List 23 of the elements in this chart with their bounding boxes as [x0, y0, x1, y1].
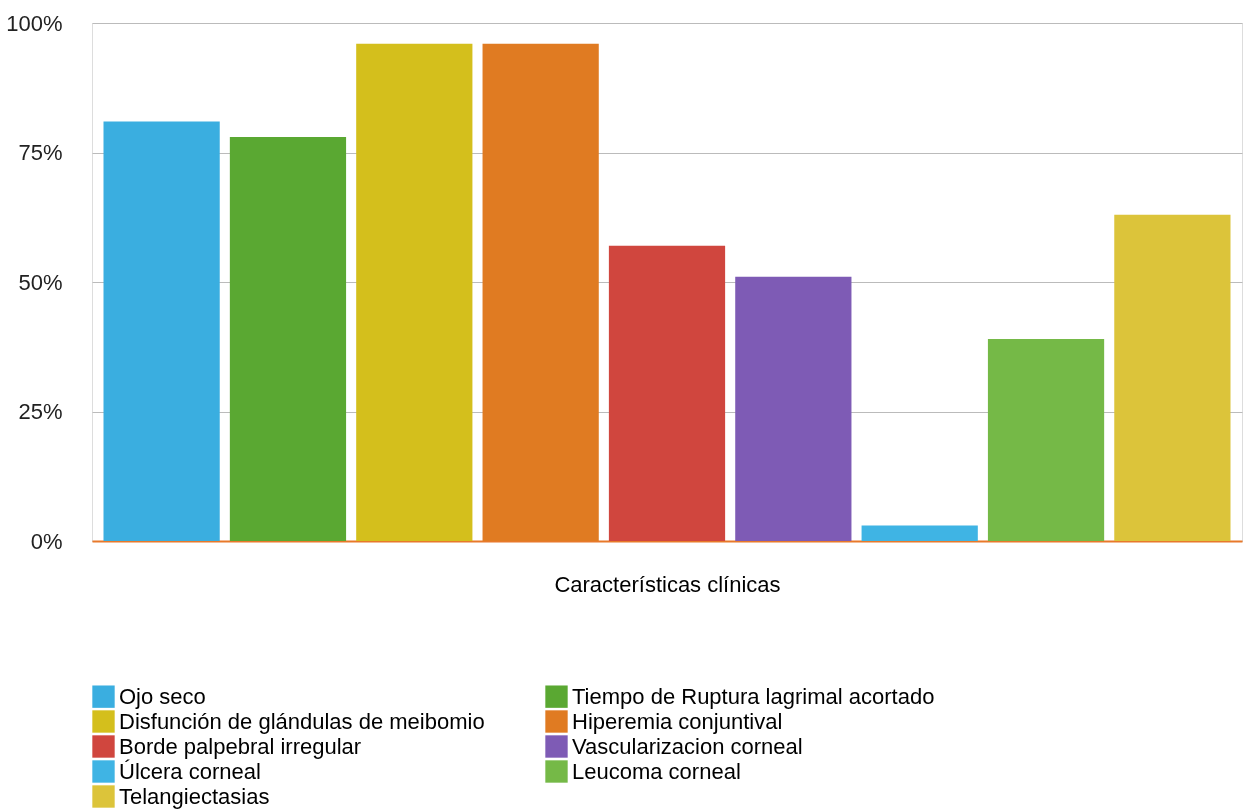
legend-label: Úlcera corneal — [119, 758, 261, 784]
bar — [1114, 214, 1231, 541]
legend-label: Leucoma corneal — [572, 758, 741, 784]
bar — [103, 121, 220, 541]
y-tick-label: 25% — [18, 399, 63, 424]
y-tick-label: 0% — [30, 528, 63, 554]
legend-label: Ojo seco — [119, 683, 206, 709]
legend-label: Vascularizacion corneal — [572, 733, 803, 759]
bar — [861, 525, 978, 541]
y-tick-label: 100% — [6, 10, 63, 36]
legend-label: Hiperemia conjuntival — [572, 708, 783, 734]
x-axis-title: Características clínicas — [554, 571, 781, 597]
legend-label: Disfunción de glándulas de meibomio — [119, 708, 485, 734]
legend-label: Tiempo de Ruptura lagrimal acortado — [572, 683, 935, 709]
bar — [987, 338, 1105, 541]
bar — [229, 136, 347, 541]
legend-label: Borde palpebral irregular — [119, 733, 362, 759]
bar — [735, 276, 852, 541]
legend-label: Telangiectasias — [119, 783, 270, 809]
bar — [356, 43, 473, 541]
bar — [608, 245, 726, 541]
y-tick-label: 75% — [18, 140, 63, 165]
y-tick-label: 50% — [18, 269, 63, 295]
